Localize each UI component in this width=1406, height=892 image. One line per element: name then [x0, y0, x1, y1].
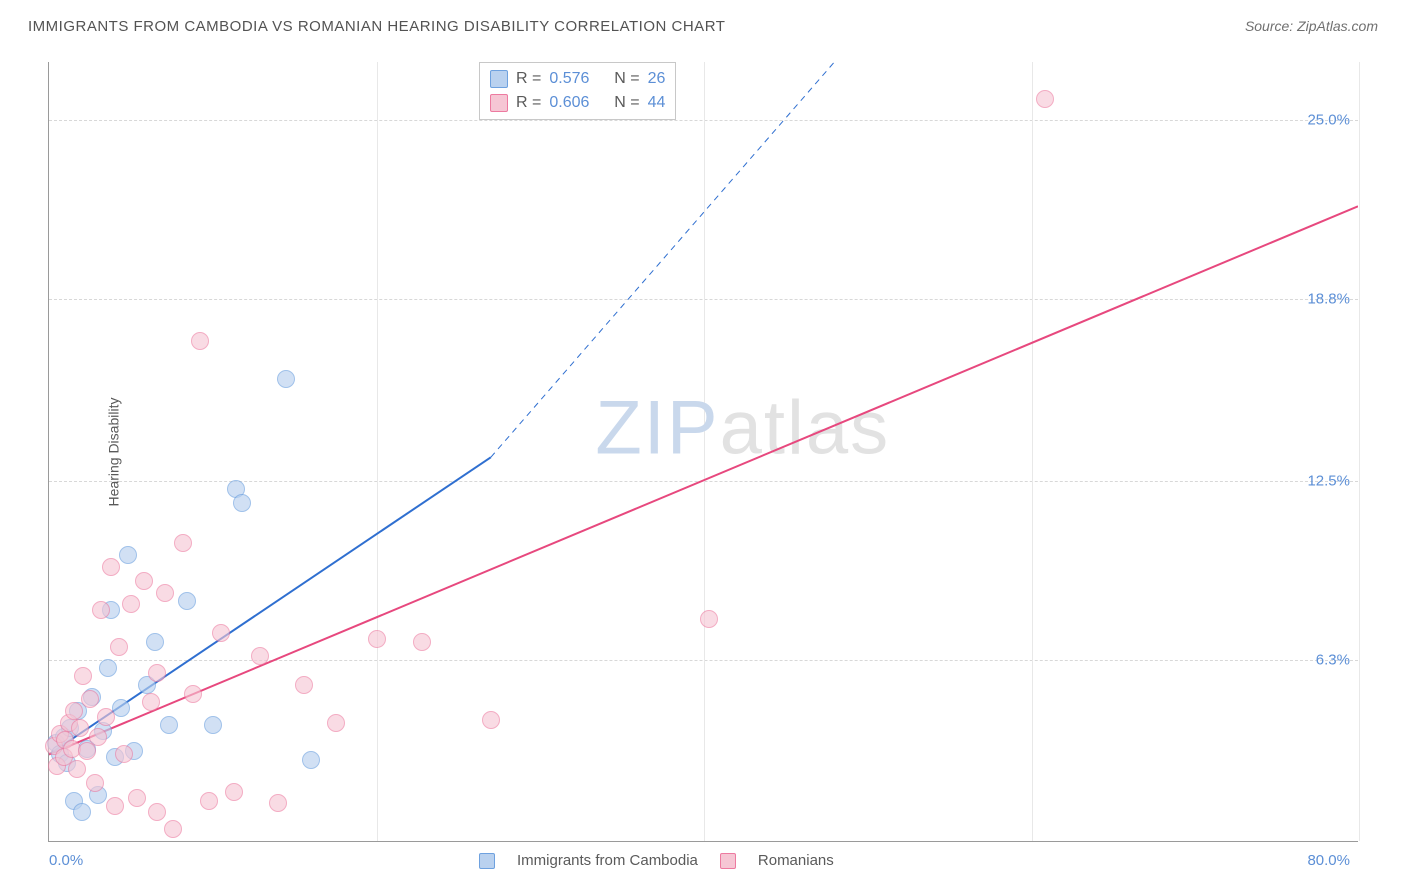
scatter-point-romanians — [74, 667, 92, 685]
y-tick-label: 6.3% — [1316, 652, 1350, 669]
scatter-point-romanians — [1036, 90, 1054, 108]
legend-row-cambodia: R = 0.576 N = 26 — [490, 67, 665, 91]
series-label-romanians: Romanians — [758, 852, 834, 869]
scatter-point-romanians — [156, 584, 174, 602]
legend-r-label-2: R = — [516, 91, 541, 115]
scatter-point-cambodia — [178, 592, 196, 610]
legend-n-cambodia: 26 — [648, 67, 666, 91]
scatter-point-romanians — [106, 797, 124, 815]
scatter-point-cambodia — [233, 494, 251, 512]
source-label: Source: ZipAtlas.com — [1245, 18, 1378, 34]
gridline-v — [704, 62, 705, 841]
scatter-point-cambodia — [73, 803, 91, 821]
chart-title: IMMIGRANTS FROM CAMBODIA VS ROMANIAN HEA… — [28, 18, 725, 35]
title-bar: IMMIGRANTS FROM CAMBODIA VS ROMANIAN HEA… — [0, 0, 1406, 45]
legend-r-label: R = — [516, 67, 541, 91]
legend-r-romanians: 0.606 — [549, 91, 589, 115]
scatter-plot: Hearing Disability 6.3% 12.5% 18.8% 25.0% Z… — [48, 62, 1358, 842]
legend-n-romanians: 44 — [648, 91, 666, 115]
scatter-point-romanians — [128, 789, 146, 807]
scatter-point-romanians — [700, 610, 718, 628]
scatter-point-romanians — [251, 647, 269, 665]
scatter-point-romanians — [413, 633, 431, 651]
scatter-point-romanians — [122, 595, 140, 613]
x-tick-min: 0.0% — [49, 852, 83, 869]
scatter-point-cambodia — [204, 716, 222, 734]
scatter-point-cambodia — [99, 659, 117, 677]
legend-n-label-2: N = — [614, 91, 639, 115]
scatter-point-romanians — [295, 676, 313, 694]
scatter-point-romanians — [78, 742, 96, 760]
swatch-romanians-bottom — [720, 853, 736, 869]
scatter-point-romanians — [71, 719, 89, 737]
gridline-v — [377, 62, 378, 841]
correlation-legend: R = 0.576 N = 26 R = 0.606 N = 44 — [479, 62, 676, 120]
scatter-point-romanians — [65, 702, 83, 720]
series-label-cambodia: Immigrants from Cambodia — [517, 852, 698, 869]
scatter-point-romanians — [164, 820, 182, 838]
scatter-point-romanians — [191, 332, 209, 350]
x-tick-max: 80.0% — [1307, 852, 1350, 869]
scatter-point-romanians — [81, 690, 99, 708]
y-tick-label: 25.0% — [1307, 111, 1350, 128]
scatter-point-romanians — [184, 685, 202, 703]
scatter-point-romanians — [135, 572, 153, 590]
scatter-point-romanians — [115, 745, 133, 763]
scatter-point-romanians — [148, 803, 166, 821]
series-legend: Immigrants from Cambodia Romanians — [479, 852, 834, 869]
scatter-point-romanians — [142, 693, 160, 711]
scatter-point-romanians — [89, 728, 107, 746]
scatter-point-romanians — [148, 664, 166, 682]
y-tick-label: 18.8% — [1307, 290, 1350, 307]
legend-row-romanians: R = 0.606 N = 44 — [490, 91, 665, 115]
scatter-point-romanians — [225, 783, 243, 801]
scatter-point-cambodia — [302, 751, 320, 769]
scatter-point-romanians — [482, 711, 500, 729]
watermark-zip: ZIP — [595, 386, 719, 471]
watermark-atlas: atlas — [720, 386, 891, 471]
watermark: ZIPatlas — [595, 385, 890, 472]
swatch-romanians — [490, 94, 508, 112]
scatter-point-romanians — [102, 558, 120, 576]
scatter-point-romanians — [110, 638, 128, 656]
legend-r-cambodia: 0.576 — [549, 67, 589, 91]
legend-n-label: N = — [614, 67, 639, 91]
scatter-point-romanians — [269, 794, 287, 812]
scatter-point-cambodia — [277, 370, 295, 388]
scatter-point-romanians — [174, 534, 192, 552]
scatter-point-cambodia — [119, 546, 137, 564]
y-tick-label: 12.5% — [1307, 472, 1350, 489]
scatter-point-cambodia — [146, 633, 164, 651]
gridline-v — [1359, 62, 1360, 841]
scatter-point-romanians — [86, 774, 104, 792]
scatter-point-romanians — [97, 708, 115, 726]
scatter-point-cambodia — [160, 716, 178, 734]
scatter-point-romanians — [200, 792, 218, 810]
scatter-point-romanians — [212, 624, 230, 642]
scatter-point-romanians — [92, 601, 110, 619]
swatch-cambodia-bottom — [479, 853, 495, 869]
scatter-point-romanians — [68, 760, 86, 778]
scatter-point-romanians — [327, 714, 345, 732]
y-axis-label: Hearing Disability — [105, 397, 121, 506]
scatter-point-romanians — [368, 630, 386, 648]
swatch-cambodia — [490, 70, 508, 88]
gridline-v — [1032, 62, 1033, 841]
